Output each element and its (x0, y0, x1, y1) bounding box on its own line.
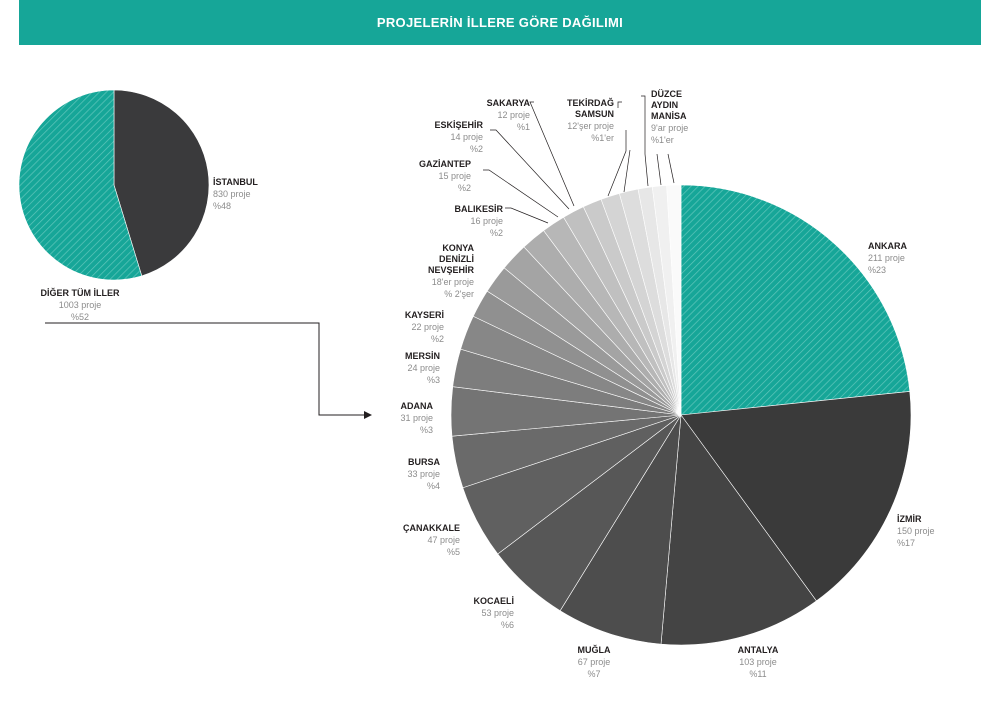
leader-duzce (641, 95, 649, 187)
label-eskisehir-count: 14 proje (450, 132, 483, 142)
label-sakarya-name: SAKARYA (487, 98, 531, 108)
big-pie-labels: ANKARA 211 proje %23 İZMİR 150 proje %17… (400, 89, 934, 679)
label-konya-group-pct: % 2'şer (444, 289, 474, 299)
label-duzce-group-pct: %1'er (651, 135, 674, 145)
label-kayseri-count: 22 proje (411, 322, 444, 332)
label-samsun-name: SAMSUN (575, 109, 614, 119)
label-nevsehir-name: NEVŞEHİR (428, 265, 475, 275)
leader-aydin (656, 153, 662, 186)
label-izmir-name: İZMİR (897, 514, 922, 524)
province-distribution-pie (450, 184, 912, 646)
label-eskisehir-pct: %2 (470, 144, 483, 154)
pie-slice-mugla (559, 414, 682, 645)
label-gaziantep-name: GAZİANTEP (419, 159, 471, 169)
label-adana-pct: %3 (420, 425, 433, 435)
label-gaziantep-pct: %2 (458, 183, 471, 193)
leader-gaziantep (483, 169, 559, 218)
label-tekirdag-group-pct: %1'er (591, 133, 614, 143)
label-istanbul-count: 830 proje (213, 189, 251, 199)
label-mugla-count: 67 proje (578, 657, 611, 667)
leader-tekirdag-top (617, 101, 622, 108)
label-konya-group-count: 18'er proje (432, 277, 474, 287)
label-kayseri-pct: %2 (431, 334, 444, 344)
label-istanbul-pct: %48 (213, 201, 231, 211)
label-diger-count: 1003 proje (59, 300, 102, 310)
label-canakkale-name: ÇANAKKALE (403, 523, 460, 533)
label-kocaeli-pct: %6 (501, 620, 514, 630)
label-bursa-name: BURSA (408, 457, 441, 467)
label-balikesir-pct: %2 (490, 228, 503, 238)
small-pie-labels: İSTANBUL 830 proje %48 DİĞER TÜM İLLER 1… (41, 177, 259, 322)
connector-arrow (45, 322, 372, 419)
pie-slice-istanbul (113, 89, 210, 277)
label-duzce-name: DÜZCE (651, 89, 682, 99)
label-canakkale-count: 47 proje (427, 535, 460, 545)
label-mugla-pct: %7 (587, 669, 600, 679)
label-canakkale-pct: %5 (447, 547, 460, 557)
label-izmir-count: 150 proje (897, 526, 935, 536)
pie-slice-diger-tum-iller (18, 89, 143, 281)
label-ankara-pct: %23 (868, 265, 886, 275)
label-sakarya-count: 12 proje (497, 110, 530, 120)
label-ankara-count: 211 proje (868, 253, 905, 263)
label-konya-name: KONYA (442, 243, 474, 253)
label-kayseri-name: KAYSERİ (405, 310, 444, 320)
label-denizli-name: DENİZLİ (439, 254, 474, 264)
label-diger-name: DİĞER TÜM İLLER (41, 287, 120, 298)
label-kocaeli-count: 53 proje (481, 608, 514, 618)
label-diger-pct: %52 (71, 312, 89, 322)
pie-slice-manisa (666, 184, 682, 416)
pie-slice-izmir (680, 391, 912, 602)
leader-tekirdag (607, 130, 627, 197)
page-title: PROJELERİN İLLERE GÖRE DAĞILIMI (376, 15, 624, 30)
label-balikesir-name: BALIKESİR (454, 204, 503, 214)
label-adana-name: ADANA (401, 401, 434, 411)
istanbul-vs-other-pie (18, 89, 210, 281)
pie-slice-ankara (680, 184, 911, 416)
label-eskisehir-name: ESKİŞEHİR (434, 120, 483, 130)
label-izmir-pct: %17 (897, 538, 915, 548)
label-bursa-count: 33 proje (407, 469, 440, 479)
label-kocaeli-name: KOCAELİ (474, 596, 515, 606)
pie-slice-antalya (660, 414, 817, 646)
label-manisa-name: MANİSA (651, 111, 687, 121)
label-tekirdag-group-count: 12'şer proje (567, 121, 614, 131)
label-mersin-name: MERSİN (405, 351, 440, 361)
label-mersin-pct: %3 (427, 375, 440, 385)
label-antalya-name: ANTALYA (738, 645, 779, 655)
label-leader-lines (483, 95, 675, 224)
leader-eskisehir (490, 129, 570, 210)
leader-sakarya (529, 101, 575, 207)
label-istanbul-name: İSTANBUL (213, 177, 258, 187)
label-bursa-pct: %4 (427, 481, 440, 491)
label-adana-count: 31 proje (400, 413, 433, 423)
leader-balikesir (505, 207, 549, 224)
label-mersin-count: 24 proje (407, 363, 440, 373)
label-balikesir-count: 16 proje (470, 216, 503, 226)
label-antalya-count: 103 proje (739, 657, 777, 667)
label-ankara-name: ANKARA (868, 241, 907, 251)
title-banner: PROJELERİN İLLERE GÖRE DAĞILIMI (19, 0, 981, 45)
label-tekirdag-name: TEKİRDAĞ (567, 97, 614, 108)
leader-manisa (667, 153, 675, 184)
label-mugla-name: MUĞLA (578, 644, 611, 655)
label-aydin-name: AYDIN (651, 100, 678, 110)
label-sakarya-pct: %1 (517, 122, 530, 132)
label-gaziantep-count: 15 proje (438, 171, 471, 181)
label-antalya-pct: %11 (749, 669, 766, 679)
leader-samsun (623, 149, 631, 193)
label-duzce-group-count: 9'ar proje (651, 123, 688, 133)
